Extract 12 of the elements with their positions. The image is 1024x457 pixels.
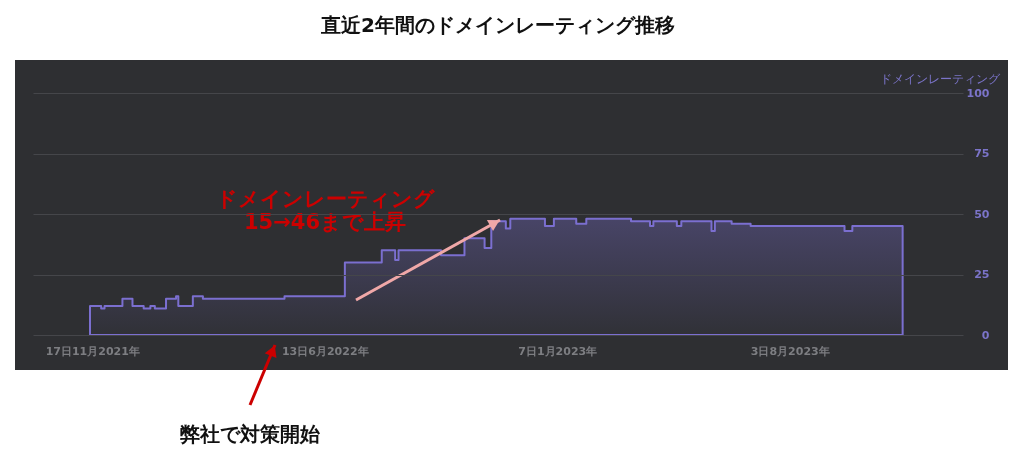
x-tick-label: 7日1月2023年 xyxy=(518,344,598,358)
x-tick-label: 3日8月2023年 xyxy=(750,344,830,358)
x-tick-label: 13日6月2022年 xyxy=(281,344,369,358)
text: 弊社で対策開始 xyxy=(180,422,321,446)
y-tick-label: 0 xyxy=(981,328,990,342)
y-tick-label: 75 xyxy=(974,147,990,160)
x-tick-label: 17日11月2021年 xyxy=(45,344,140,358)
y-axis-title: ドメインレーティング xyxy=(879,71,1001,86)
y-tick-label: 100 xyxy=(966,86,990,100)
y-tick-label: 25 xyxy=(974,268,990,281)
chart-title: 直近2年間のドメインレーティング推移 xyxy=(320,13,675,37)
y-tick-label: 50 xyxy=(974,207,990,221)
